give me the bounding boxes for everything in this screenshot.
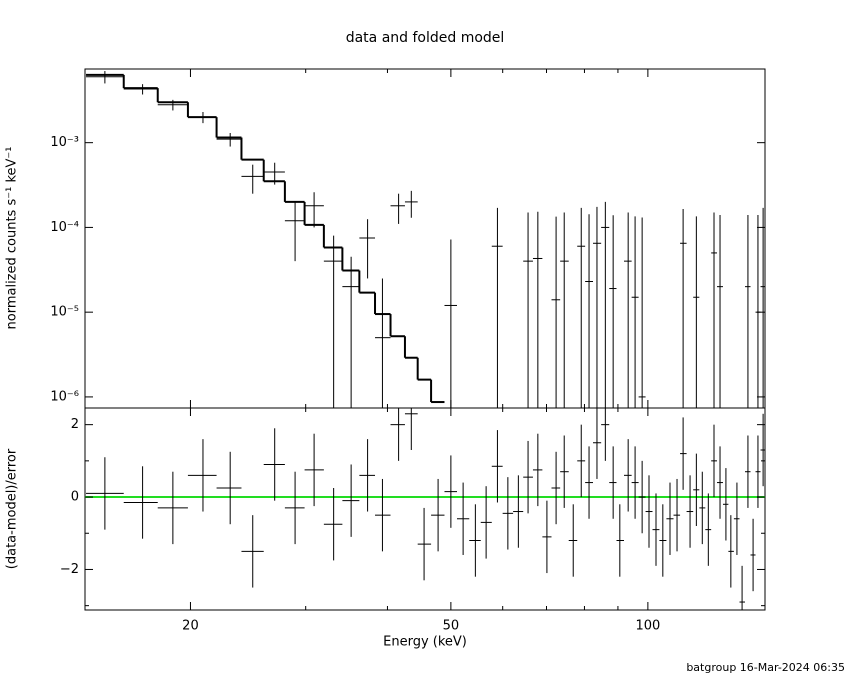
- y-tick-label: 10⁻⁵: [50, 305, 79, 320]
- y-tick-label: 10⁻⁶: [50, 389, 79, 404]
- y-tick-label: 2: [71, 417, 79, 432]
- y-axis-label: (data-model)/error: [5, 448, 20, 569]
- y-tick-label: −2: [60, 562, 79, 577]
- plot-frame: [84, 407, 766, 611]
- bottom-panel: [85, 408, 765, 610]
- y-axis-label: normalized counts s⁻¹ keV⁻¹: [5, 147, 20, 330]
- x-tick-label: 20: [182, 619, 199, 634]
- chart-title: data and folded model: [346, 30, 505, 46]
- plot-frame: [84, 68, 766, 409]
- x-tick-label: 50: [443, 619, 460, 634]
- x-axis-label: Energy (keV): [383, 635, 467, 650]
- footer: batgroup 16-Mar-2024 06:35: [686, 661, 845, 674]
- top-panel: [86, 71, 765, 408]
- y-tick-label: 10⁻⁴: [50, 220, 79, 235]
- y-tick-label: 10⁻³: [50, 135, 79, 150]
- y-tick-label: 0: [71, 490, 79, 505]
- x-tick-label: 100: [635, 619, 660, 634]
